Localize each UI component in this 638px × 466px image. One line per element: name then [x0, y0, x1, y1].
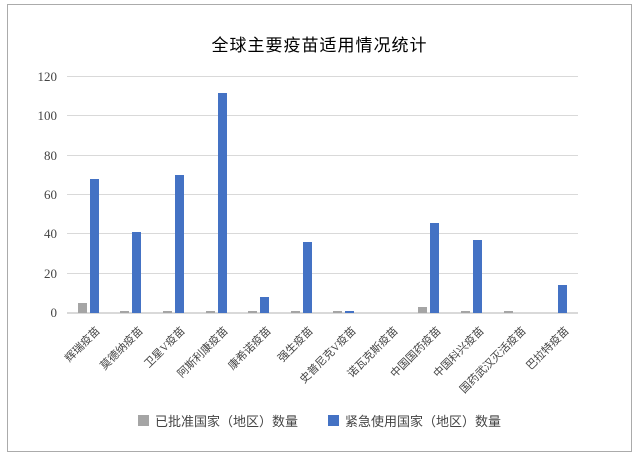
legend-swatch-icon: [137, 415, 149, 426]
gridline: [67, 115, 578, 117]
y-axis-tick-label: 100: [37, 108, 58, 124]
bar-emergency-use: [89, 179, 99, 313]
bar-emergency-use: [260, 297, 270, 313]
bar-emergency-use: [217, 93, 227, 313]
bar-approved: [461, 311, 471, 313]
bar-approved: [248, 311, 258, 313]
bar-approved: [290, 311, 300, 313]
chart-legend: 已批准国家（地区）数量 紧急使用国家（地区）数量: [8, 411, 631, 430]
y-axis-tick-label: 0: [50, 305, 58, 320]
bar-emergency-use: [302, 242, 312, 313]
bar-emergency-use: [345, 311, 355, 313]
y-axis-tick-label: 40: [44, 226, 57, 242]
bar-approved: [503, 311, 513, 313]
x-axis-category-labels: 辉瑞疫苗 莫德纳疫苗 卫星V疫苗 阿斯利康疫苗 康希诺疫苗 强生疫苗 史普尼克V疫苗 诺瓦克斯…: [63, 315, 578, 415]
bar-emergency-use: [558, 285, 568, 313]
plot-area: [67, 76, 578, 314]
gridline: [67, 233, 578, 235]
legend-label: 已批准国家（地区）数量: [154, 414, 298, 429]
bar-approved: [120, 311, 130, 313]
bar-emergency-use: [430, 223, 440, 313]
bar-emergency-use: [473, 240, 483, 313]
bar-emergency-use: [132, 232, 142, 313]
y-axis-tick-label: 120: [37, 69, 58, 84]
gridline: [67, 76, 578, 77]
legend-label: 紧急使用国家（地区）数量: [345, 414, 502, 429]
x-axis-line: [67, 312, 578, 314]
bar-approved: [162, 311, 172, 313]
bar-approved: [77, 303, 87, 313]
bar-approved: [205, 311, 215, 313]
y-axis-tick-label: 80: [44, 147, 57, 163]
y-axis-tick-label: 20: [44, 265, 57, 281]
gridline: [67, 154, 578, 156]
legend-swatch-icon: [328, 415, 339, 426]
y-axis-tick-label: 60: [44, 187, 57, 202]
bar-approved: [418, 307, 428, 313]
legend-item: 已批准国家（地区）数量: [137, 411, 298, 430]
gridline: [67, 272, 578, 274]
y-axis-tick-labels: 0 20 40 60 80 100 120: [8, 70, 58, 320]
chart-title: 全球主要疫苗适用情况统计: [211, 36, 428, 55]
bar-emergency-use: [174, 175, 184, 313]
chart-frame: 全球主要疫苗适用情况统计 0 20 40 60 80 100 120 辉瑞疫苗 莫德纳疫苗 卫星…: [7, 4, 632, 452]
gridline: [67, 194, 578, 195]
legend-item: 紧急使用国家（地区）数量: [328, 411, 501, 430]
bar-approved: [333, 311, 343, 313]
